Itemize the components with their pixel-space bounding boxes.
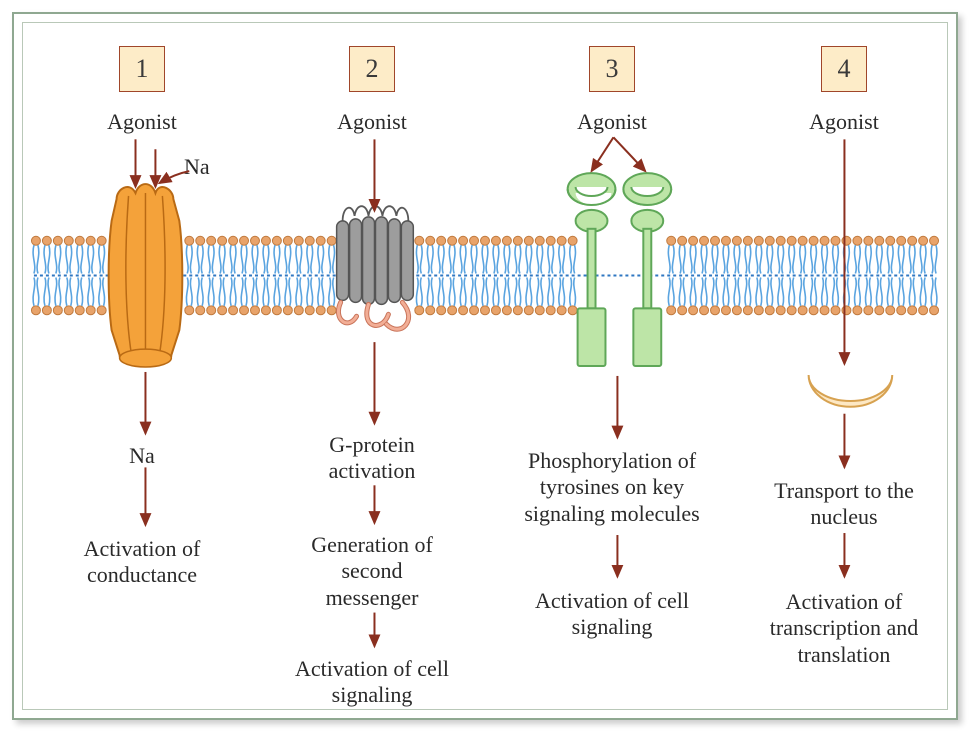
arrows xyxy=(136,137,845,646)
diagram-frame: 1 2 3 4 Agonist Agonist Agonist Agonist … xyxy=(0,0,970,732)
ion-channel-receptor xyxy=(109,184,183,367)
nuclear-receptor xyxy=(809,375,893,407)
gpcr-receptor xyxy=(337,206,414,329)
outer-border: 1 2 3 4 Agonist Agonist Agonist Agonist … xyxy=(12,12,958,720)
diagram-svg xyxy=(22,22,948,710)
rtk-receptor xyxy=(568,173,672,366)
